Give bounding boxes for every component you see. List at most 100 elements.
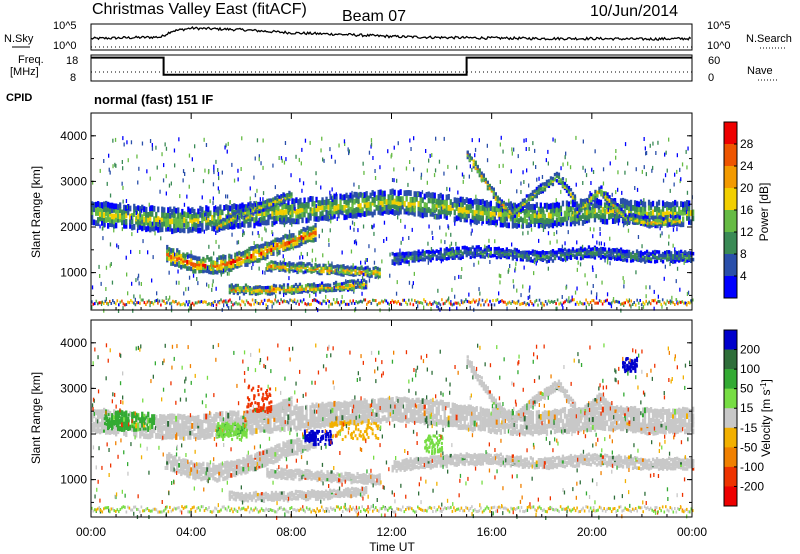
power-cell — [284, 233, 287, 239]
power-cell — [113, 203, 116, 210]
power-cell — [441, 208, 444, 215]
velocity-cell — [169, 413, 172, 420]
velocity-cell — [159, 419, 162, 425]
power-cell — [515, 248, 518, 252]
power-cell — [623, 221, 626, 226]
power-cell — [634, 303, 637, 307]
power-cell — [571, 247, 575, 251]
power-cell — [127, 204, 130, 210]
power-cell — [666, 201, 669, 208]
power-cell — [199, 211, 202, 218]
velocity-cell — [177, 425, 180, 431]
power-cell — [523, 209, 526, 215]
power-cell — [526, 252, 528, 257]
power-cell — [168, 183, 171, 188]
velocity-cell — [187, 433, 190, 440]
power-cell — [674, 215, 677, 219]
power-cell — [674, 221, 677, 226]
power-cell — [588, 201, 591, 206]
power-cell — [470, 231, 472, 236]
power-cell — [256, 188, 258, 193]
velocity-cell — [101, 409, 104, 416]
power-cell — [578, 204, 581, 209]
power-cell — [197, 208, 200, 215]
power-cell — [240, 286, 243, 290]
power-cell — [461, 251, 464, 256]
power-cell — [139, 213, 141, 218]
power-cell — [327, 210, 330, 217]
power-cell — [651, 200, 655, 207]
nsky-line — [90, 25, 692, 42]
power-cell — [282, 242, 285, 247]
power-cell — [525, 303, 527, 307]
power-cell — [678, 256, 681, 261]
power-cell — [594, 247, 596, 252]
power-cell — [484, 180, 487, 184]
power-cell — [657, 250, 661, 254]
power-cell — [296, 243, 299, 248]
power-cell — [240, 289, 243, 294]
power-cell — [178, 301, 180, 305]
power-cell — [103, 201, 106, 208]
power-cell — [411, 196, 414, 203]
power-cell — [555, 198, 557, 203]
power-cell — [475, 253, 478, 258]
power-cell — [248, 251, 251, 257]
power-cell — [399, 254, 402, 259]
power-cell — [678, 300, 681, 304]
power-cell — [113, 207, 116, 213]
power-cell — [285, 214, 288, 221]
power-cell — [560, 166, 562, 171]
power-cell — [493, 206, 496, 213]
velocity-cell — [115, 424, 118, 431]
power-cell — [676, 227, 678, 232]
velocity-cell — [143, 433, 146, 439]
power-cell — [342, 265, 345, 270]
power-cell — [296, 262, 299, 266]
power-cell — [376, 266, 379, 271]
power-cell — [383, 198, 386, 205]
power-cell — [190, 261, 193, 266]
power-cell — [517, 205, 520, 210]
power-cell — [306, 235, 309, 240]
power-cell — [423, 257, 426, 261]
power-cell — [675, 279, 677, 284]
power-cell — [321, 210, 324, 217]
power-cell — [262, 203, 265, 207]
power-cell — [549, 221, 553, 228]
power-cell — [485, 218, 488, 225]
power-cell — [340, 269, 343, 273]
power-cell — [511, 147, 513, 152]
power-cell — [637, 206, 641, 212]
power-cell — [541, 175, 544, 179]
power-cell — [139, 209, 142, 216]
power-colorbar-swatch — [724, 210, 737, 233]
power-cell — [180, 253, 183, 259]
power-cell — [431, 230, 433, 235]
power-cell — [433, 197, 436, 204]
power-cell — [583, 247, 587, 251]
power-cell — [435, 136, 437, 141]
power-cell — [559, 217, 563, 223]
power-cell — [317, 216, 320, 222]
power-cell — [119, 213, 122, 220]
power-cell — [576, 209, 579, 214]
power-colorbar-tick-label: 12 — [740, 225, 754, 239]
power-cell — [656, 221, 659, 225]
power-cell — [639, 210, 643, 216]
power-cell — [111, 221, 114, 228]
power-cell — [253, 302, 255, 306]
power-cell — [242, 229, 244, 234]
power-cell — [474, 153, 476, 158]
power-cell — [139, 219, 142, 226]
power-cell — [420, 175, 422, 180]
velocity-cell — [121, 421, 124, 428]
power-cell — [601, 302, 604, 306]
power-cell — [288, 276, 290, 281]
power-cell — [629, 205, 633, 211]
power-cell — [651, 209, 655, 216]
power-cell — [370, 142, 373, 147]
power-cell — [168, 270, 170, 275]
power-cell — [491, 214, 494, 221]
power-cell — [591, 247, 595, 251]
